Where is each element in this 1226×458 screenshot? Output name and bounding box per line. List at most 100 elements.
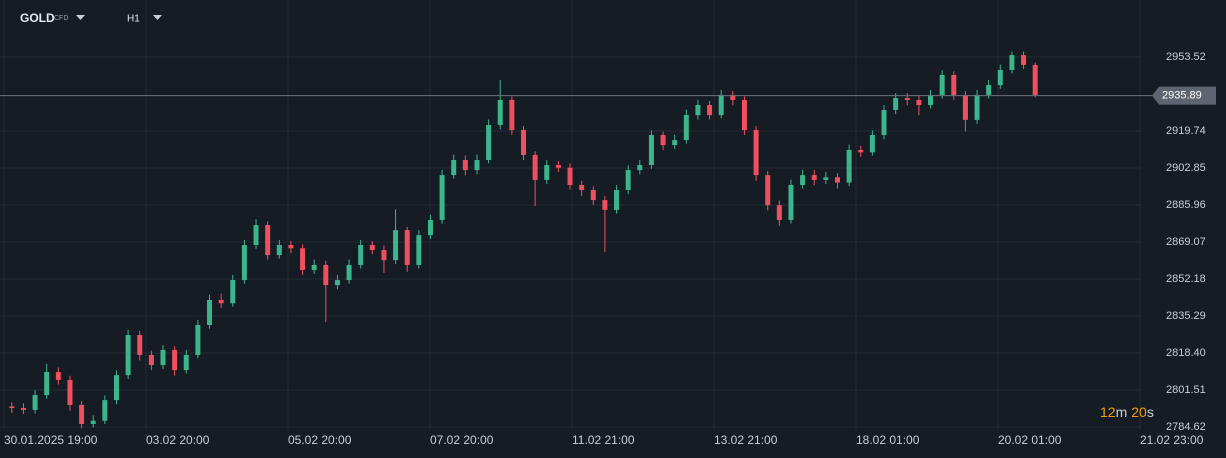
y-tick-label: 2869.07 — [1166, 236, 1206, 248]
candle-body — [253, 225, 259, 246]
candle-body — [44, 372, 50, 396]
countdown-minutes-unit: m — [1116, 404, 1128, 420]
x-tick-label: 18.02 01:00 — [856, 433, 920, 447]
candle-body — [846, 149, 852, 183]
candle-body — [218, 299, 224, 304]
candle-body — [346, 264, 352, 281]
candle-body — [125, 335, 131, 376]
current-price-label: 2935.89 — [1162, 90, 1202, 102]
symbol-dropdown[interactable] — [76, 15, 85, 20]
candle-body — [672, 140, 678, 146]
candle-body — [67, 379, 73, 405]
grid — [0, 0, 1142, 430]
candle-body — [555, 165, 561, 168]
candle-body — [590, 190, 596, 201]
candle-body — [183, 354, 189, 371]
candle-body — [951, 75, 957, 95]
candle-body — [9, 406, 15, 408]
candle-body — [602, 200, 608, 210]
candle-body — [741, 99, 747, 130]
candle-body — [102, 400, 108, 421]
candle-body — [358, 245, 364, 265]
countdown-seconds: 20 — [1131, 404, 1147, 420]
x-tick-label: 05.02 20:00 — [288, 433, 352, 447]
candle-body — [230, 280, 236, 304]
y-tick-label: 2835.29 — [1166, 310, 1206, 322]
candle-body — [695, 105, 701, 116]
candle-body — [881, 110, 887, 136]
y-tick-label: 2902.85 — [1166, 162, 1206, 174]
candle-body — [207, 299, 213, 325]
candle-body — [451, 160, 457, 176]
candle-body — [172, 349, 178, 371]
y-tick-label: 2818.40 — [1166, 347, 1206, 359]
candle-body — [683, 115, 689, 141]
candle-body — [497, 99, 503, 125]
countdown-minutes: 12 — [1100, 404, 1116, 420]
candle-body — [904, 98, 910, 100]
candle-body — [265, 225, 271, 256]
candle-body — [997, 69, 1003, 86]
candle-body — [55, 372, 61, 380]
axis: 2953.52 2919.74 2902.85 2885.96 2869.07 2852.… — [0, 51, 1216, 447]
x-tick-label: 30.01.2025 19:00 — [4, 433, 98, 447]
y-tick-label: 2919.74 — [1166, 125, 1206, 137]
candle-body — [776, 205, 782, 221]
candle-body — [404, 230, 410, 265]
candle-body — [800, 175, 806, 185]
y-tick-label: 2784.62 — [1166, 421, 1206, 433]
candle-body — [369, 245, 375, 251]
candle-body — [509, 99, 515, 130]
candle-body — [90, 420, 96, 424]
candle-body — [986, 85, 992, 95]
candle-body — [334, 280, 340, 286]
symbol-tag: CFD — [54, 15, 68, 22]
timeframe[interactable]: H1 — [127, 14, 140, 25]
candle-body — [195, 324, 201, 355]
candle-body — [730, 94, 736, 100]
candle-body — [811, 175, 817, 180]
candle-body — [439, 175, 445, 221]
candle-body — [462, 160, 468, 171]
x-tick-label: 03.02 20:00 — [146, 433, 210, 447]
candle-body — [637, 165, 643, 171]
candle-body — [1009, 55, 1015, 70]
symbol[interactable]: GOLD — [20, 11, 55, 25]
candle-body — [718, 94, 724, 116]
candle-body — [707, 105, 713, 116]
candle-body — [323, 264, 329, 286]
candle-body — [241, 245, 247, 281]
candle-body — [32, 395, 38, 410]
candle-body — [113, 375, 119, 401]
candle-body — [788, 184, 794, 221]
x-tick-label: 11.02 21:00 — [572, 433, 635, 447]
candle-body — [834, 177, 840, 183]
x-tick-label: 07.02 20:00 — [430, 433, 494, 447]
candle-body — [532, 154, 538, 180]
candle-body — [660, 135, 666, 146]
candle-body — [79, 404, 85, 424]
plot — [9, 51, 1038, 429]
candle-body — [893, 98, 899, 111]
candle-body — [474, 160, 480, 171]
candle-body — [928, 94, 934, 106]
candle-body — [765, 175, 771, 206]
candle-body — [625, 170, 631, 191]
candle-body — [939, 75, 945, 95]
current-price-tag — [1152, 86, 1216, 105]
candle-body — [521, 129, 526, 155]
timeframe-dropdown[interactable] — [153, 15, 162, 20]
y-tick-label: 2953.52 — [1166, 51, 1206, 63]
candle-body — [393, 230, 399, 261]
candle-body — [916, 99, 922, 106]
candle-body — [1032, 64, 1038, 95]
candle-body — [974, 94, 980, 120]
y-tick-label: 2885.96 — [1166, 199, 1206, 211]
candle-body — [823, 177, 829, 180]
candle-body — [160, 349, 166, 366]
candle-body — [137, 335, 143, 355]
x-tick-label: 20.02 01:00 — [998, 433, 1062, 447]
candle-body — [311, 264, 317, 270]
candle-body — [381, 250, 387, 261]
